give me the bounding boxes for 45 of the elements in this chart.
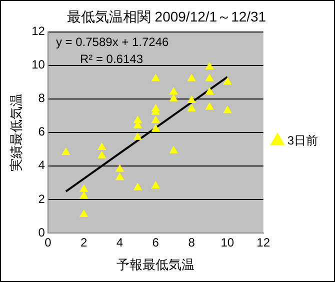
y-tick-label: 8 bbox=[38, 91, 46, 106]
legend-label: 3日前 bbox=[287, 133, 318, 148]
point bbox=[187, 96, 196, 104]
point bbox=[151, 124, 160, 132]
y-tick-label: 12 bbox=[32, 24, 46, 38]
point bbox=[223, 77, 232, 85]
point bbox=[97, 142, 106, 150]
annotation: R² = 0.6143 bbox=[80, 52, 144, 66]
annotation: y = 0.7589x + 1.7246 bbox=[56, 35, 170, 50]
x-tick-label: 8 bbox=[188, 236, 196, 250]
point bbox=[62, 148, 70, 156]
y-tick-label: 2 bbox=[38, 192, 46, 206]
point bbox=[205, 74, 214, 82]
chart-title: 最低気温相関 2009/12/1～12/31 bbox=[66, 8, 266, 24]
point bbox=[115, 164, 124, 172]
x-tick-label: 12 bbox=[256, 236, 270, 250]
y-tick-label: 0 bbox=[38, 225, 46, 240]
x-tick-label: 2 bbox=[80, 236, 88, 250]
point bbox=[97, 150, 106, 158]
y-tick-label: 4 bbox=[38, 158, 46, 172]
point bbox=[205, 62, 214, 70]
point bbox=[187, 74, 196, 82]
point bbox=[187, 104, 196, 112]
point bbox=[169, 87, 178, 95]
point bbox=[205, 102, 214, 110]
point bbox=[169, 94, 178, 102]
point bbox=[115, 172, 124, 180]
point bbox=[151, 74, 160, 82]
x-axis-title: 予報最低気温 bbox=[116, 256, 195, 272]
point bbox=[151, 116, 160, 124]
point bbox=[80, 191, 88, 199]
point bbox=[80, 210, 88, 218]
y-tick-label: 10 bbox=[32, 58, 46, 72]
x-tick-label: 10 bbox=[220, 236, 234, 250]
x-tick-label: 4 bbox=[116, 236, 124, 250]
point bbox=[133, 182, 142, 190]
point bbox=[80, 184, 88, 192]
point bbox=[151, 181, 160, 189]
y-tick-label: 6 bbox=[38, 124, 46, 139]
x-tick-label: 6 bbox=[152, 236, 160, 250]
point bbox=[133, 132, 142, 140]
point bbox=[205, 87, 214, 95]
point bbox=[169, 146, 178, 154]
y-axis-title: 実績最低気温 bbox=[8, 93, 24, 172]
point bbox=[223, 106, 232, 114]
